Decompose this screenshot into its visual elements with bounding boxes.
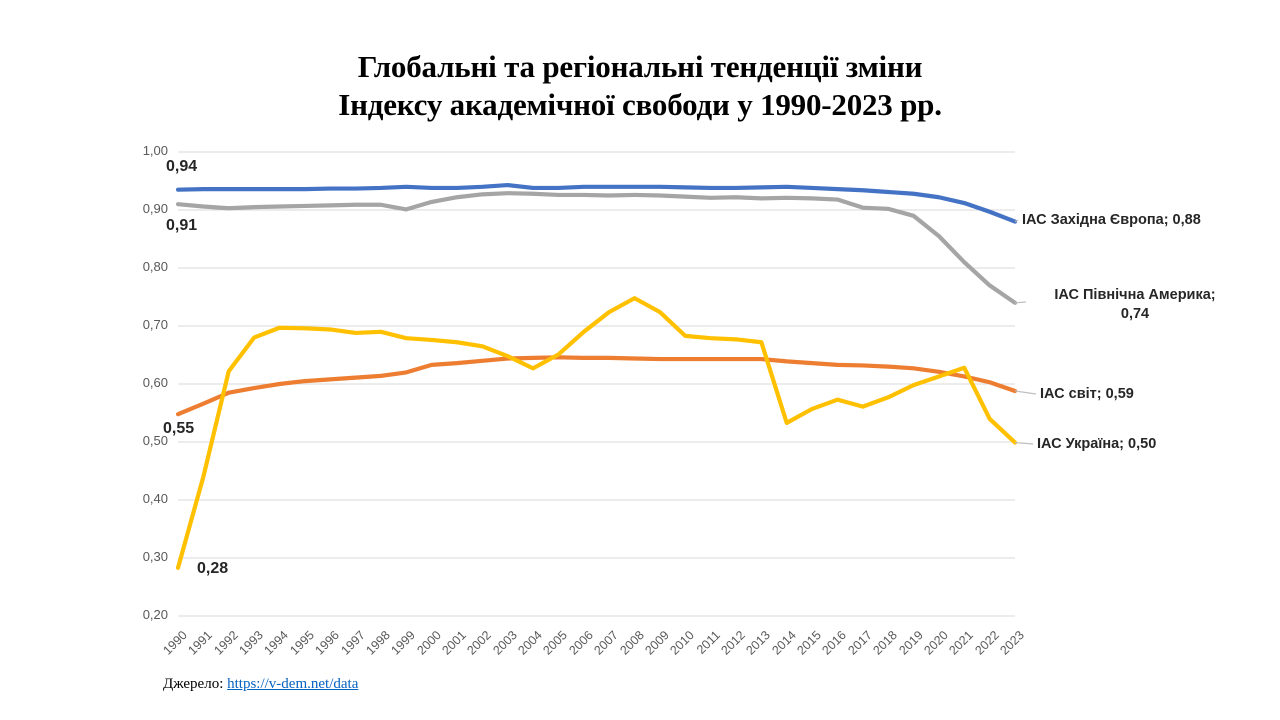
y-axis-tick-label: 0,40 — [142, 491, 168, 506]
y-axis-tick-label: 0,50 — [142, 433, 168, 448]
y-axis-tick-label: 0,90 — [142, 201, 168, 216]
series-label-world: ІАС світ; 0,59 — [1040, 386, 1134, 402]
source-link[interactable]: https://v-dem.net/data — [227, 676, 359, 692]
y-axis-tick-label: 0,20 — [142, 607, 168, 622]
source-prefix: Джерело: — [163, 676, 224, 692]
series-label-north-america: ІАС Північна Америка; 0,74 — [1030, 286, 1240, 324]
leader-line-2 — [1014, 390, 1037, 395]
gridlines — [178, 151, 1015, 617]
point-label-ukraine-start: 0,28 — [197, 560, 229, 577]
leader-line-3 — [1014, 441, 1034, 445]
label-leader-lines — [1014, 219, 1037, 445]
page-title-line-2: Індексу академічної свободи у 1990-2023 … — [338, 87, 942, 122]
page-title: Глобальні та регіональні тенденції зміни… — [180, 48, 1100, 124]
series-line-1 — [175, 191, 1018, 305]
y-axis-tick-label: 0,60 — [142, 375, 168, 390]
series-line-2 — [175, 355, 1018, 417]
y-axis-tick-label: 0,70 — [142, 317, 168, 332]
series-line-3 — [175, 296, 1018, 570]
y-axis-tick-label: 0,80 — [142, 259, 168, 274]
leader-line-0 — [1014, 219, 1019, 223]
point-label-north-america-start: 0,91 — [166, 217, 198, 234]
point-label-world-start: 0,55 — [163, 420, 195, 437]
source-note: Джерело: https://v-dem.net/data — [163, 676, 358, 693]
series-label-ukraine: ІАС Україна; 0,50 — [1037, 436, 1157, 452]
y-axis-tick-label: 1,00 — [142, 143, 168, 158]
point-label-west-europe-start: 0,94 — [166, 158, 198, 175]
series-group — [175, 182, 1018, 570]
y-axis-tick-label: 0,30 — [142, 549, 168, 564]
series-label-west-europe: ІАС Західна Європа; 0,88 — [1022, 212, 1201, 228]
series-label-north-america-line-1: ІАС Північна Америка; — [1054, 287, 1216, 303]
series-label-north-america-line-2: 0,74 — [1120, 306, 1150, 322]
leader-line-1 — [1014, 301, 1027, 304]
series-line-0 — [175, 182, 1018, 224]
page-title-line-1: Глобальні та регіональні тенденції зміни — [357, 49, 923, 84]
